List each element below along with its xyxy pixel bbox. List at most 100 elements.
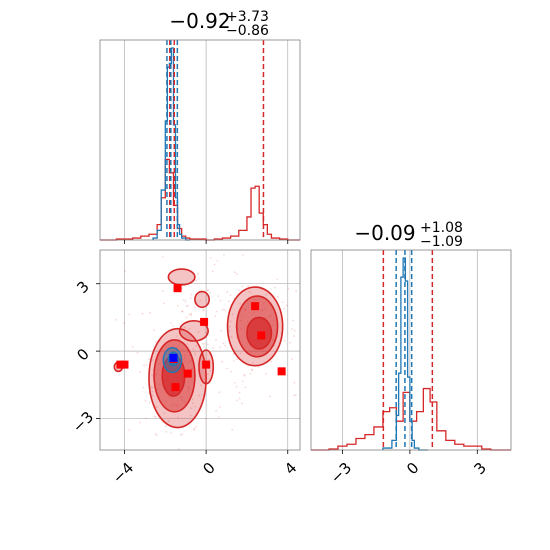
scatter-point xyxy=(142,386,145,389)
scatter-point xyxy=(151,390,154,393)
series-red-histogram xyxy=(100,158,300,241)
scatter-point xyxy=(207,289,209,291)
scatter-point xyxy=(179,433,182,436)
scatter-point xyxy=(291,328,293,330)
scatter-point xyxy=(199,299,201,302)
title-p0: −0.92 xyxy=(169,9,230,33)
scatter-point xyxy=(228,300,230,303)
scatter-point xyxy=(224,344,227,347)
scatter-point xyxy=(217,416,220,418)
scatter-point xyxy=(201,343,204,345)
scatter-point xyxy=(188,313,191,316)
scatter-point xyxy=(274,286,276,289)
scatter-point xyxy=(251,362,254,364)
scatter-point xyxy=(293,394,295,397)
title-p1-plus: +1.08 xyxy=(420,220,463,236)
scatter-point xyxy=(215,310,218,313)
scatter-point xyxy=(151,394,154,397)
scatter-point xyxy=(141,312,144,315)
scatter-point xyxy=(189,297,192,300)
marker-red xyxy=(257,331,266,340)
scatter-point xyxy=(151,386,154,389)
scatter-point xyxy=(231,428,234,431)
scatter-point xyxy=(222,342,225,345)
scatter-point xyxy=(207,373,209,375)
scatter-point xyxy=(154,433,157,435)
scatter-point xyxy=(276,296,279,298)
tick-label: 0 xyxy=(403,459,422,478)
scatter-point xyxy=(257,366,260,368)
scatter-point xyxy=(181,433,184,436)
scatter-point xyxy=(235,399,238,402)
scatter-point xyxy=(237,289,240,292)
scatter-point xyxy=(265,372,267,375)
scatter-point xyxy=(241,253,244,256)
grid xyxy=(124,40,289,240)
scatter-point xyxy=(202,309,205,311)
scatter-point xyxy=(215,410,218,412)
scatter-point xyxy=(293,381,296,384)
scatter-point xyxy=(239,352,242,355)
tick-marks xyxy=(96,283,289,454)
scatter-point xyxy=(164,425,167,428)
scatter-point xyxy=(178,338,181,341)
scatter-point xyxy=(269,361,272,363)
scatter-point xyxy=(189,414,192,417)
scatter-point xyxy=(188,328,191,330)
scatter-point xyxy=(221,360,224,363)
scatter-point xyxy=(194,353,197,356)
scatter-point xyxy=(289,341,292,344)
scatter-point xyxy=(145,364,148,367)
scatter-point xyxy=(226,290,229,293)
scatter-point xyxy=(218,391,221,394)
tick-label: 0 xyxy=(199,459,218,478)
scatter-point xyxy=(281,301,284,304)
scatter-point xyxy=(219,406,222,408)
marker-red xyxy=(200,317,209,326)
scatter-point xyxy=(206,289,209,292)
scatter-point xyxy=(151,374,154,377)
scatter-point xyxy=(193,427,196,430)
marker-red xyxy=(202,360,211,369)
scatter-point xyxy=(294,393,297,396)
scatter-points xyxy=(114,235,298,450)
scatter-point xyxy=(190,312,193,315)
scatter-point xyxy=(228,330,231,332)
tick-marks xyxy=(124,240,289,244)
scatter-point xyxy=(249,291,252,294)
quantile-lines xyxy=(166,40,265,240)
panel-frame xyxy=(310,249,512,451)
panel-frame xyxy=(99,39,301,241)
scatter-point xyxy=(235,336,238,339)
scatter-point xyxy=(213,263,216,266)
scatter-point xyxy=(155,406,158,409)
scatter-point xyxy=(292,335,295,337)
scatter-point xyxy=(244,386,247,389)
scatter-point xyxy=(144,417,147,420)
scatter-point xyxy=(229,294,232,297)
scatter-point xyxy=(265,293,268,296)
scatter-point xyxy=(150,386,153,389)
scatter-point xyxy=(195,279,198,282)
scatter-point xyxy=(194,352,196,354)
scatter-point xyxy=(172,325,174,327)
scatter-point xyxy=(202,309,205,312)
scatter-point xyxy=(153,329,155,332)
scatter-point xyxy=(231,313,234,316)
scatter-point xyxy=(127,235,129,237)
tick-label: 0 xyxy=(73,345,92,364)
scatter-point xyxy=(233,381,236,384)
scatter-point xyxy=(204,418,207,420)
scatter-point xyxy=(249,372,252,375)
scatter-point xyxy=(291,358,293,360)
scatter-point xyxy=(241,402,243,405)
histogram-panel-p0: −0.92 +3.73 −0.86 xyxy=(99,9,301,244)
scatter-point xyxy=(170,431,172,434)
scatter-point xyxy=(143,364,146,367)
scatter-point xyxy=(186,304,189,307)
scatter-point xyxy=(221,308,224,311)
scatter-point xyxy=(203,342,206,345)
scatter-point xyxy=(209,291,211,294)
scatter-point xyxy=(167,244,169,246)
scatter-point xyxy=(295,290,298,293)
